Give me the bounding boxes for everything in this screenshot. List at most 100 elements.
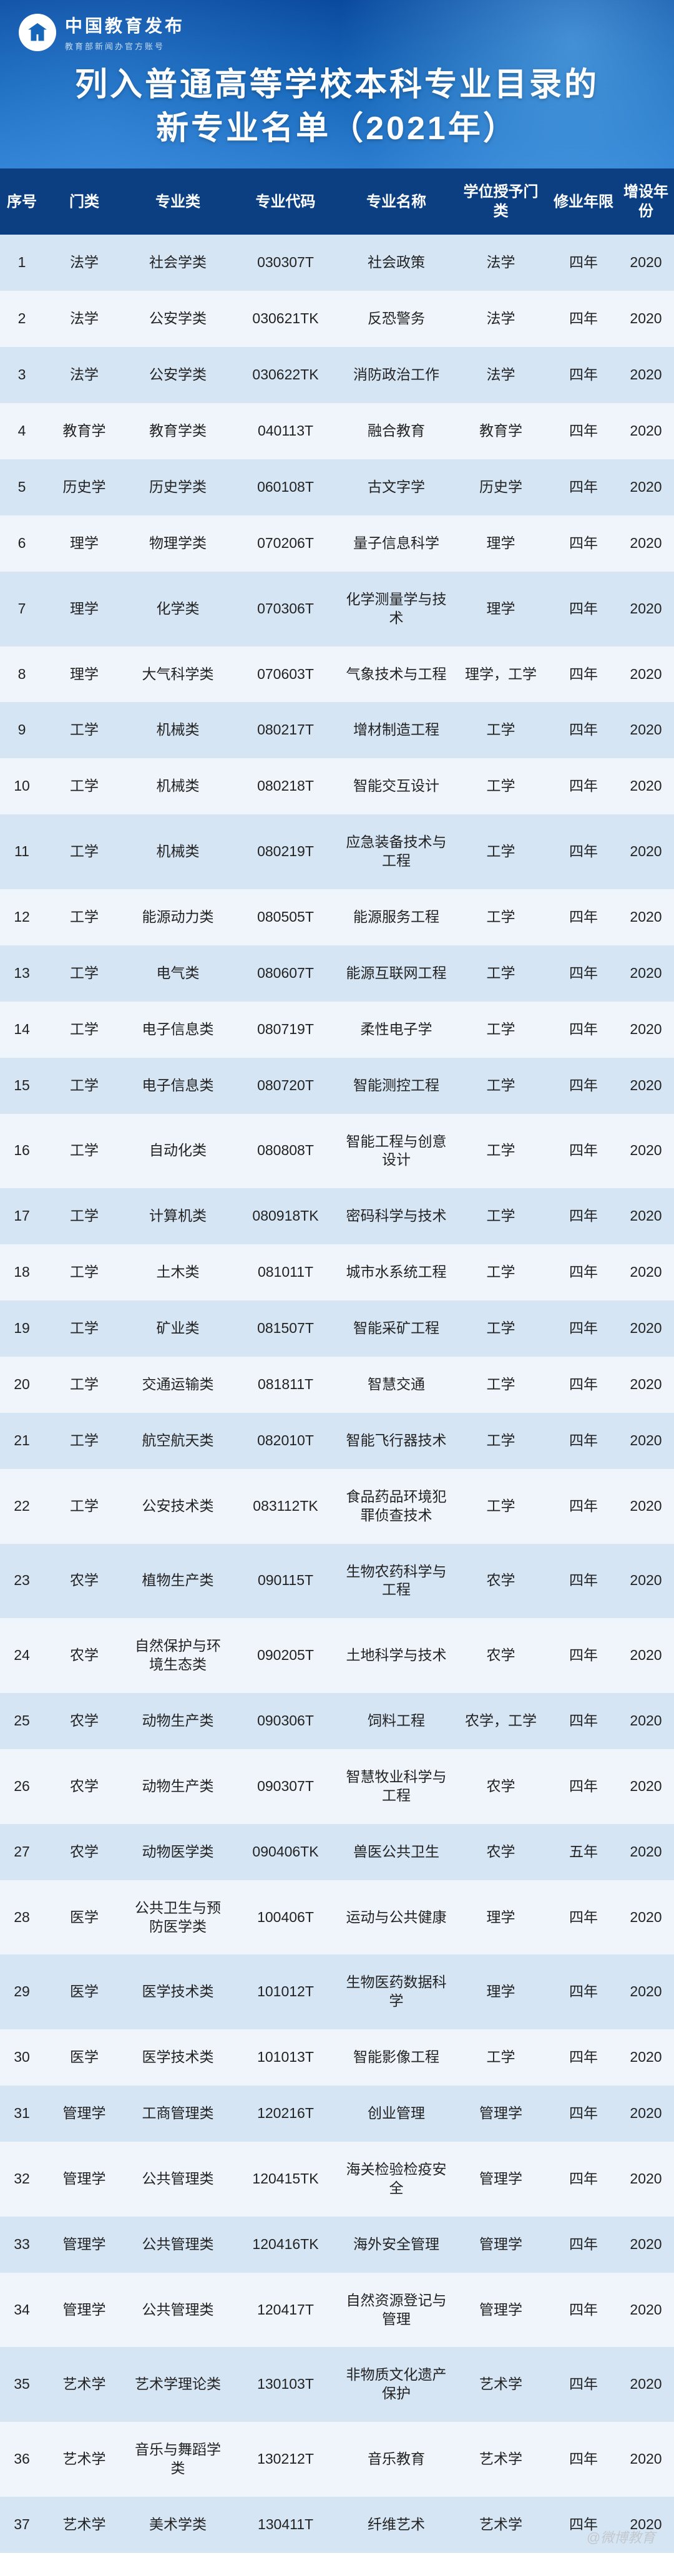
table-cell: 教育学类 xyxy=(125,403,231,459)
table-cell: 130103T xyxy=(231,2347,340,2422)
table-cell: 理学 xyxy=(44,572,125,646)
table-cell: 083112TK xyxy=(231,1469,340,1544)
column-header: 专业名称 xyxy=(340,168,452,235)
table-cell: 2020 xyxy=(618,1058,674,1114)
table-cell: 22 xyxy=(0,1469,44,1544)
table-cell: 艺术学 xyxy=(452,2497,549,2553)
table-cell: 2020 xyxy=(618,2217,674,2273)
table-row: 26农学动物生产类090307T智慧牧业科学与工程农学四年2020 xyxy=(0,1749,674,1824)
table-cell: 2020 xyxy=(618,1357,674,1413)
table-cell: 公共卫生与预防医学类 xyxy=(125,1880,231,1955)
table-cell: 四年 xyxy=(549,646,618,703)
table-cell: 自然资源登记与管理 xyxy=(340,2273,452,2348)
logo-icon xyxy=(19,14,56,51)
table-cell: 管理学 xyxy=(44,2273,125,2348)
table-cell: 公安学类 xyxy=(125,347,231,403)
table-cell: 农学 xyxy=(44,1544,125,1619)
table-cell: 量子信息科学 xyxy=(340,515,452,572)
table-cell: 社会政策 xyxy=(340,235,452,291)
table-cell: 070206T xyxy=(231,515,340,572)
table-cell: 100406T xyxy=(231,1880,340,1955)
table-cell: 法学 xyxy=(44,291,125,347)
table-cell: 农学 xyxy=(44,1824,125,1880)
table-cell: 工学 xyxy=(452,702,549,758)
table-cell: 理学 xyxy=(452,572,549,646)
table-cell: 工学 xyxy=(452,889,549,945)
table-cell: 12 xyxy=(0,889,44,945)
table-cell: 四年 xyxy=(549,1002,618,1058)
table-cell: 2020 xyxy=(618,1954,674,2029)
table-cell: 2020 xyxy=(618,2273,674,2348)
table-cell: 130411T xyxy=(231,2497,340,2553)
table-cell: 艺术学 xyxy=(44,2347,125,2422)
table-cell: 2020 xyxy=(618,347,674,403)
table-cell: 23 xyxy=(0,1544,44,1619)
table-cell: 工学 xyxy=(44,1244,125,1300)
table-cell: 090115T xyxy=(231,1544,340,1619)
table-cell: 四年 xyxy=(549,1188,618,1244)
table-cell: 33 xyxy=(0,2217,44,2273)
banner-title: 列入普通高等学校本科专业目录的 新专业名单（2021年） xyxy=(75,63,599,150)
table-cell: 医学技术类 xyxy=(125,1954,231,2029)
table-row: 12工学能源动力类080505T能源服务工程工学四年2020 xyxy=(0,889,674,945)
table-row: 3法学公安学类030622TK消防政治工作法学四年2020 xyxy=(0,347,674,403)
table-cell: 2 xyxy=(0,291,44,347)
table-cell: 气象技术与工程 xyxy=(340,646,452,703)
table-cell: 090205T xyxy=(231,1618,340,1693)
table-cell: 36 xyxy=(0,2422,44,2497)
table-cell: 2020 xyxy=(618,235,674,291)
table-cell: 081507T xyxy=(231,1300,340,1357)
table-cell: 能源服务工程 xyxy=(340,889,452,945)
table-row: 1法学社会学类030307T社会政策法学四年2020 xyxy=(0,235,674,291)
table-cell: 农学 xyxy=(452,1749,549,1824)
table-cell: 管理学 xyxy=(44,2086,125,2142)
logo-text-block: 中国教育发布 教育部新闻办官方账号 xyxy=(65,12,185,52)
table-row: 28医学公共卫生与预防医学类100406T运动与公共健康理学四年2020 xyxy=(0,1880,674,1955)
table-cell: 农学 xyxy=(44,1749,125,1824)
table-cell: 120415TK xyxy=(231,2142,340,2217)
table-cell: 2020 xyxy=(618,2142,674,2217)
table-cell: 2020 xyxy=(618,1693,674,1749)
table-cell: 060108T xyxy=(231,459,340,515)
table-cell: 2020 xyxy=(618,889,674,945)
table-cell: 14 xyxy=(0,1002,44,1058)
table-cell: 理学 xyxy=(452,1954,549,2029)
table-cell: 物理学类 xyxy=(125,515,231,572)
table-cell: 法学 xyxy=(452,347,549,403)
table-cell: 8 xyxy=(0,646,44,703)
table-cell: 电气类 xyxy=(125,945,231,1002)
table-cell: 080607T xyxy=(231,945,340,1002)
table-cell: 农学 xyxy=(44,1618,125,1693)
table-cell: 能源互联网工程 xyxy=(340,945,452,1002)
table-cell: 2020 xyxy=(618,291,674,347)
table-cell: 工学 xyxy=(44,1058,125,1114)
table-cell: 动物医学类 xyxy=(125,1824,231,1880)
table-row: 29医学医学技术类101012T生物医药数据科学理学四年2020 xyxy=(0,1954,674,2029)
table-cell: 2020 xyxy=(618,1300,674,1357)
table-row: 33管理学公共管理类120416TK海外安全管理管理学四年2020 xyxy=(0,2217,674,2273)
table-cell: 四年 xyxy=(549,1114,618,1189)
table-cell: 四年 xyxy=(549,347,618,403)
table-cell: 2020 xyxy=(618,1188,674,1244)
table-cell: 交通运输类 xyxy=(125,1357,231,1413)
table-cell: 法学 xyxy=(452,291,549,347)
logo-main-text: 中国教育发布 xyxy=(65,12,185,37)
table-cell: 工学 xyxy=(44,1188,125,1244)
table-cell: 四年 xyxy=(549,1357,618,1413)
table-cell: 饲料工程 xyxy=(340,1693,452,1749)
table-cell: 能源动力类 xyxy=(125,889,231,945)
table-cell: 2020 xyxy=(618,945,674,1002)
table-cell: 工学 xyxy=(44,889,125,945)
table-cell: 四年 xyxy=(549,1544,618,1619)
table-cell: 四年 xyxy=(549,1880,618,1955)
table-cell: 四年 xyxy=(549,2497,618,2553)
majors-table: 序号门类专业类专业代码专业名称学位授予门类修业年限增设年份 1法学社会学类030… xyxy=(0,168,674,2553)
table-cell: 智能影像工程 xyxy=(340,2029,452,2086)
table-row: 23农学植物生产类090115T生物农药科学与工程农学四年2020 xyxy=(0,1544,674,1619)
table-cell: 080918TK xyxy=(231,1188,340,1244)
table-row: 19工学矿业类081507T智能采矿工程工学四年2020 xyxy=(0,1300,674,1357)
column-header: 专业类 xyxy=(125,168,231,235)
table-cell: 四年 xyxy=(549,291,618,347)
table-cell: 教育学 xyxy=(452,403,549,459)
table-cell: 工学 xyxy=(44,1469,125,1544)
